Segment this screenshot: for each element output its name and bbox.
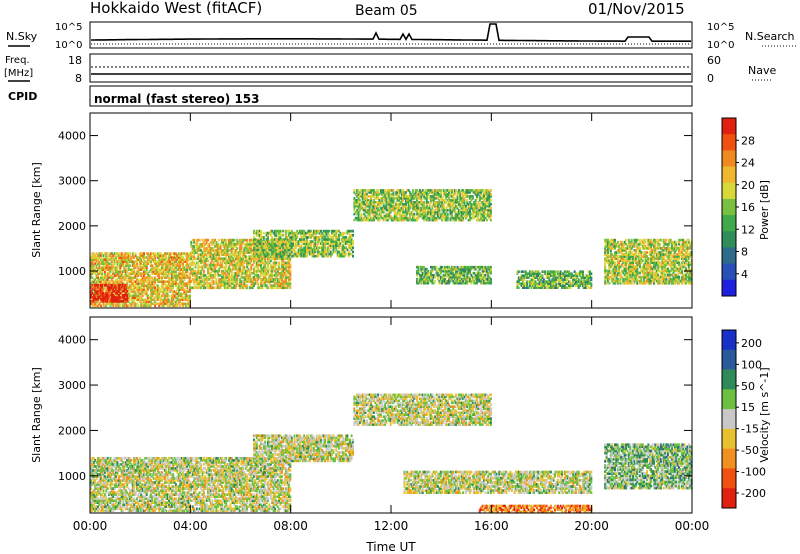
power-ytick-label: 4000 [58,130,86,143]
x-tick-label: 12:00 [374,519,409,533]
freq-unit-label: [MHz] [4,68,33,79]
power-colorbar-swatch [722,215,736,232]
freq-tick-high: 18 [68,54,82,67]
velocity-ytick-label: 1000 [58,470,86,483]
nave-label: Nave [748,64,776,77]
freq-tick-low: 8 [75,72,82,85]
power-colorbar-swatch [722,150,736,168]
velocity-colorbar-swatch [722,448,736,469]
x-tick-label: 20:00 [574,519,609,533]
power-colorbar-tick: 24 [741,157,755,170]
nsearch-label: N.Search [745,30,795,43]
noise-tick-high-right: 10^5 [707,22,734,33]
noise-tick-low-left: 10^0 [55,40,82,51]
cpid-text: normal (fast stereo) 153 [94,92,260,106]
power-colorbar-swatch [722,166,736,184]
power-colorbar-swatch [722,247,736,265]
x-tick-label: 08:00 [273,519,308,533]
x-tick-label: 00:00 [73,519,108,533]
noise-strip: N.Sky 10^5 10^0 10^5 10^0 N.Search [6,21,798,51]
velocity-colorbar-swatch [722,389,736,410]
power-colorbar-swatch [722,134,736,151]
date-title: 01/Nov/2015 [588,0,685,18]
power-region [604,238,693,285]
power-region [416,265,492,285]
freq-strip: Freq. [MHz] 18 8 60 0 Nave [4,53,776,85]
velocity-data [90,393,693,513]
power-panel: 1000 2000 3000 4000 Slant Range [km] [30,112,693,309]
nave-tick-low: 0 [707,72,714,85]
power-region [190,238,292,290]
velocity-ytick-label: 3000 [58,379,86,392]
velocity-colorbar-swatch [722,468,736,489]
velocity-colorbar-tick: -200 [741,487,766,500]
velocity-colorbar-tick: 15 [741,401,755,414]
velocity-colorbar-swatch [722,428,736,450]
velocity-colorbar-swatch [722,488,736,509]
power-colorbar-swatch [722,231,736,248]
power-region [353,189,492,222]
power-colorbar-label: Power [dB] [758,180,771,240]
velocity-ytick-label: 4000 [58,334,86,347]
velocity-colorbar-tick: -15 [741,423,759,436]
velocity-colorbar-tick: -50 [741,444,759,457]
x-axis-label: Time UT [365,540,416,554]
velocity-colorbar-tick: 50 [741,380,755,393]
noise-tick-low-right: 10^0 [707,40,734,51]
power-colorbar-tick: 20 [741,179,755,192]
cpid-label: CPID [8,90,37,103]
power-colorbar-tick: 12 [741,223,755,236]
beam-title: Beam 05 [355,3,418,19]
nsky-label: N.Sky [6,30,38,43]
power-colorbar-tick: 16 [741,201,755,214]
velocity-region [253,434,354,463]
power-colorbar-tick: 28 [741,134,755,147]
station-title: Hokkaido West (fitACF) [90,0,262,17]
x-tick-label: 04:00 [173,519,208,533]
power-colorbar: 4 8 12 16 20 24 28 [721,117,755,297]
velocity-region [90,457,292,513]
power-ytick-label: 3000 [58,175,86,188]
velocity-region [403,470,593,494]
power-colorbar-swatch [722,263,736,281]
power-data [90,189,693,308]
velocity-colorbar-swatch [722,369,736,390]
velocity-colorbar-tick: 200 [741,337,762,350]
nsky-series [91,23,691,42]
velocity-ylabel: Slant Range [km] [30,367,43,463]
noise-tick-high-left: 10^5 [55,22,82,33]
power-region [253,229,354,258]
velocity-colorbar: 200 100 50 15 -15 -50 -100 -200 [721,329,766,509]
velocity-colorbar-swatch [722,409,736,430]
power-colorbar-swatch [722,279,736,297]
velocity-region [604,443,693,490]
velocity-colorbar-tick: 100 [741,358,762,371]
power-colorbar-swatch [722,118,736,135]
power-colorbar-tick: 4 [741,268,748,281]
velocity-ytick-label: 2000 [58,424,86,437]
velocity-colorbar-tick: -100 [741,466,766,479]
velocity-colorbar-label: Velocity [m s^-1] [758,367,771,462]
x-tick-label: 00:00 [675,519,710,533]
power-colorbar-tick: 8 [741,246,748,259]
power-region [516,270,593,289]
freq-label: Freq. [5,55,30,66]
power-colorbar-swatch [722,182,736,200]
velocity-panel: 1000 2000 3000 4000 Slant Range [km] [30,316,693,514]
velocity-region [353,393,492,426]
power-region [90,283,129,303]
nave-tick-high: 60 [707,54,721,67]
velocity-colorbar-swatch [722,330,736,351]
x-tick-label: 16:00 [474,519,509,533]
power-ytick-label: 2000 [58,220,86,233]
power-colorbar-swatch [722,198,736,216]
power-ytick-label: 1000 [58,265,86,278]
power-ylabel: Slant Range [km] [30,162,43,258]
velocity-colorbar-swatch [722,349,736,371]
velocity-region [478,504,593,513]
